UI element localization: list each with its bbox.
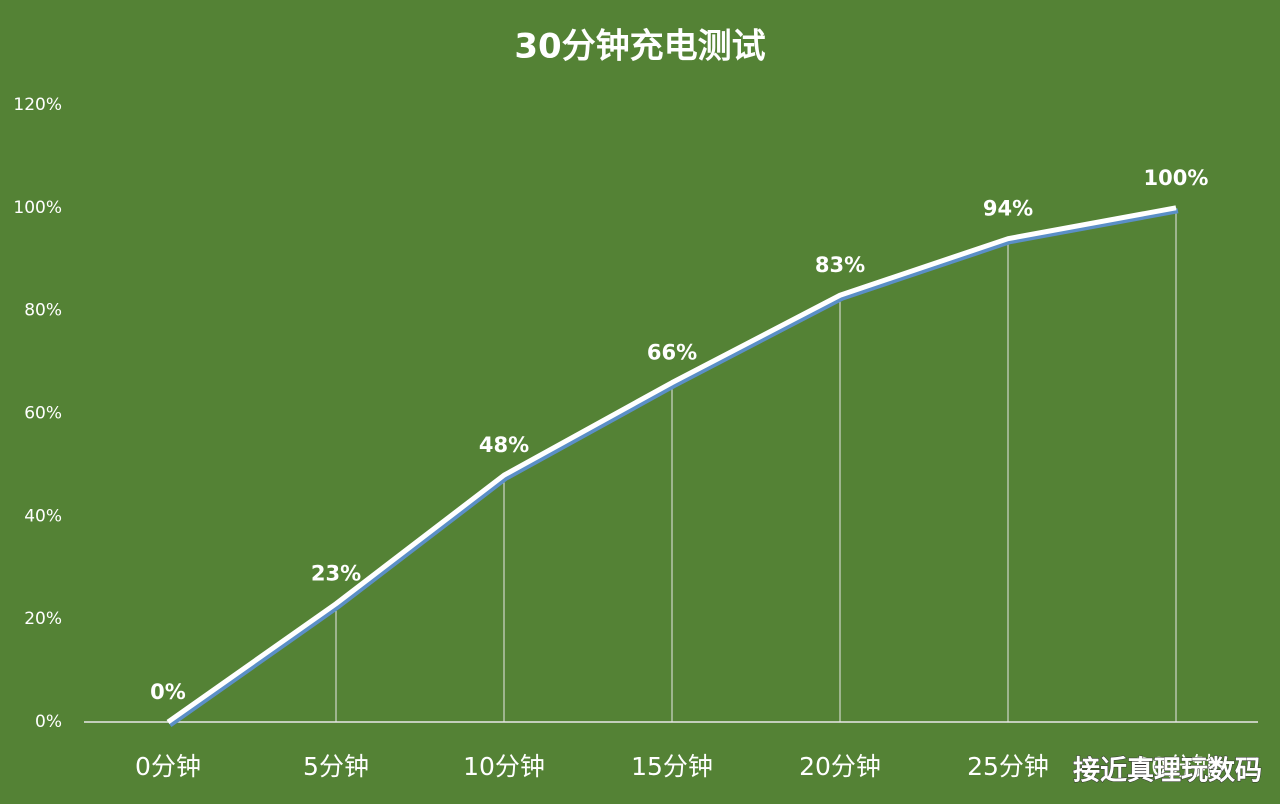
x-tick-label: 20分钟 [799,752,881,781]
data-label: 66% [647,341,697,365]
x-tick-label: 30分钟 [1135,752,1217,781]
y-tick-label: 60% [24,404,62,424]
x-tick-label: 10分钟 [463,752,545,781]
data-label: 94% [983,197,1033,221]
data-label: 48% [479,433,529,457]
y-tick-label: 100% [13,198,62,218]
x-tick-label: 15分钟 [631,752,713,781]
data-label: 100% [1144,166,1209,190]
data-label: 23% [311,562,361,586]
watermark: 接近真理玩数码 [1073,756,1262,787]
x-tick-label: 5分钟 [303,752,369,781]
chart-title: 30分钟充电测试 [514,27,765,67]
y-tick-label: 120% [13,95,62,115]
y-tick-label: 40% [24,506,62,526]
data-label: 83% [815,253,865,277]
x-tick-label: 25分钟 [967,752,1049,781]
y-tick-label: 0% [35,712,62,732]
line-shadow [168,208,1179,728]
data-label: 0% [150,680,186,704]
x-tick-label: 0分钟 [135,752,201,781]
y-tick-label: 20% [24,609,62,629]
line [166,205,1177,725]
y-tick-label: 80% [24,301,62,321]
